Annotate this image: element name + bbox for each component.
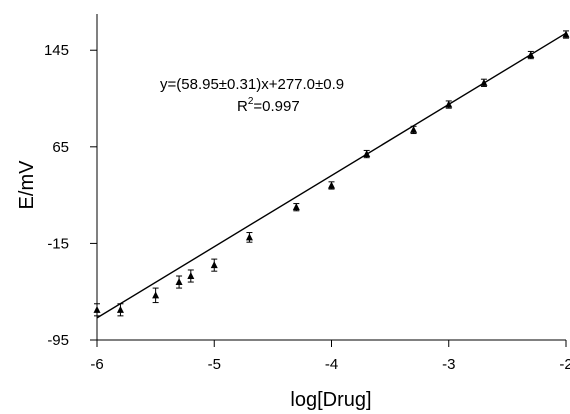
x-tick-label: -3 bbox=[442, 356, 455, 373]
x-axis-title: log[Drug] bbox=[290, 389, 371, 411]
r-squared-value: =0.997 bbox=[253, 98, 299, 115]
data-point-marker bbox=[410, 125, 418, 133]
data-point-marker bbox=[445, 100, 453, 108]
x-tick-label: -2 bbox=[559, 356, 570, 373]
data-point-marker bbox=[292, 203, 300, 211]
data-point-marker bbox=[245, 233, 253, 241]
y-tick-label: -95 bbox=[47, 332, 69, 349]
x-tick-label: -4 bbox=[325, 356, 338, 373]
fit-line-group bbox=[96, 32, 567, 319]
y-axis-title: E/mV bbox=[16, 160, 38, 210]
data-point-marker bbox=[93, 305, 101, 313]
y-tick-label: 145 bbox=[44, 42, 69, 59]
data-point-marker bbox=[562, 30, 570, 38]
data-point-marker bbox=[152, 291, 160, 299]
data-point-marker bbox=[328, 181, 335, 189]
data-point-marker bbox=[363, 150, 371, 158]
y-tick-label: 65 bbox=[52, 139, 69, 156]
ticks bbox=[90, 49, 567, 347]
tick-labels: -6 -5 -4 -3 -2 -95 -15 65 145 bbox=[44, 42, 570, 373]
r-squared-annotation: R2=0.997 bbox=[237, 96, 300, 115]
equation-annotation: y=(58.95±0.31)x+277.0±0.9 bbox=[160, 76, 344, 93]
data-point-marker bbox=[210, 261, 218, 269]
y-tick-label: -15 bbox=[47, 235, 69, 252]
data-point-marker bbox=[527, 51, 535, 59]
data-point-marker bbox=[116, 305, 124, 313]
data-point-marker bbox=[175, 278, 183, 286]
axes bbox=[96, 14, 566, 341]
data-point-marker bbox=[187, 272, 195, 280]
fit-line bbox=[96, 32, 567, 319]
r-squared-superscript: 2 bbox=[248, 96, 254, 107]
x-tick-label: -6 bbox=[90, 356, 103, 373]
r-squared-prefix: R bbox=[237, 98, 248, 115]
data-point-marker bbox=[480, 78, 488, 86]
x-tick-label: -5 bbox=[208, 356, 221, 373]
data-points bbox=[93, 30, 570, 317]
